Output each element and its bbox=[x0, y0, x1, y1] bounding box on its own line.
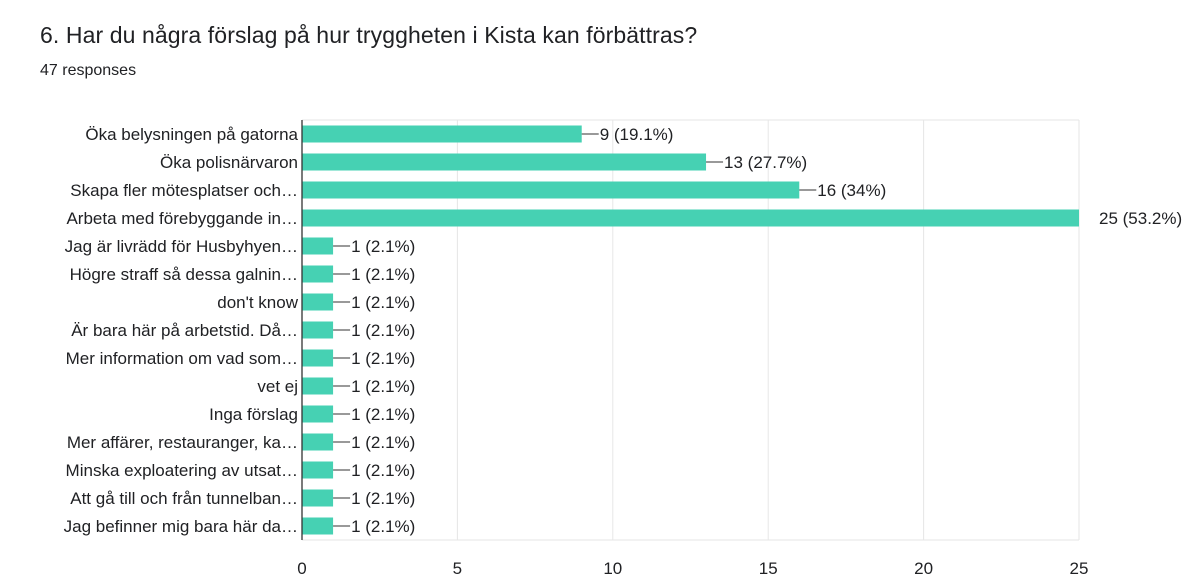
category-label: Är bara här på arbetstid. Då… bbox=[71, 321, 298, 340]
value-label: 9 (19.1%) bbox=[600, 125, 674, 144]
x-tick-label: 5 bbox=[453, 559, 462, 578]
category-label: Arbeta med förebyggande in… bbox=[66, 209, 298, 228]
x-tick-label: 25 bbox=[1070, 559, 1089, 578]
x-tick-label: 20 bbox=[914, 559, 933, 578]
category-label: Att gå till och från tunnelban… bbox=[70, 489, 298, 508]
chart-title: 6. Har du några förslag på hur trygghete… bbox=[40, 22, 698, 48]
value-label: 1 (2.1%) bbox=[351, 321, 415, 340]
value-label: 1 (2.1%) bbox=[351, 265, 415, 284]
value-label: 1 (2.1%) bbox=[351, 349, 415, 368]
value-label: 25 (53.2%) bbox=[1099, 209, 1182, 228]
bar bbox=[302, 349, 334, 367]
category-label: Minska exploatering av utsat… bbox=[66, 461, 298, 480]
bar bbox=[302, 517, 334, 535]
bar bbox=[302, 461, 334, 479]
x-tick-label: 0 bbox=[297, 559, 306, 578]
x-tick-label: 15 bbox=[759, 559, 778, 578]
x-tick-label: 10 bbox=[603, 559, 622, 578]
bar bbox=[302, 265, 334, 283]
category-label: Mer information om vad som… bbox=[66, 349, 298, 368]
value-label: 1 (2.1%) bbox=[351, 517, 415, 536]
bar bbox=[302, 433, 334, 451]
value-label: 1 (2.1%) bbox=[351, 405, 415, 424]
response-count: 47 responses bbox=[40, 62, 137, 79]
value-label: 1 (2.1%) bbox=[351, 293, 415, 312]
category-label: Skapa fler mötesplatser och… bbox=[70, 181, 298, 200]
value-label: 13 (27.7%) bbox=[724, 153, 807, 172]
category-label: Jag är livrädd för Husbyhyen… bbox=[65, 237, 298, 256]
value-label: 1 (2.1%) bbox=[351, 433, 415, 452]
bar bbox=[302, 489, 334, 507]
category-label: Mer affärer, restauranger, ka… bbox=[67, 433, 298, 452]
value-label: 1 (2.1%) bbox=[351, 489, 415, 508]
category-label: Öka polisnärvaron bbox=[160, 153, 298, 172]
value-label: 16 (34%) bbox=[817, 181, 886, 200]
category-label: Högre straff så dessa galnin… bbox=[70, 265, 298, 284]
category-label: Inga förslag bbox=[209, 405, 298, 424]
category-label: Jag befinner mig bara här da… bbox=[64, 517, 298, 536]
category-label: don't know bbox=[217, 293, 298, 312]
category-label: vet ej bbox=[257, 377, 298, 396]
bar bbox=[302, 293, 334, 311]
value-label: 1 (2.1%) bbox=[351, 377, 415, 396]
bar bbox=[302, 405, 334, 423]
bar bbox=[302, 377, 334, 395]
value-label: 1 (2.1%) bbox=[351, 237, 415, 256]
bar bbox=[302, 153, 707, 171]
value-label: 1 (2.1%) bbox=[351, 461, 415, 480]
bar bbox=[302, 209, 1079, 227]
bar bbox=[302, 181, 800, 199]
category-label: Öka belysningen på gatorna bbox=[85, 125, 298, 144]
bar bbox=[302, 237, 334, 255]
bar bbox=[302, 125, 582, 143]
bar bbox=[302, 321, 334, 339]
